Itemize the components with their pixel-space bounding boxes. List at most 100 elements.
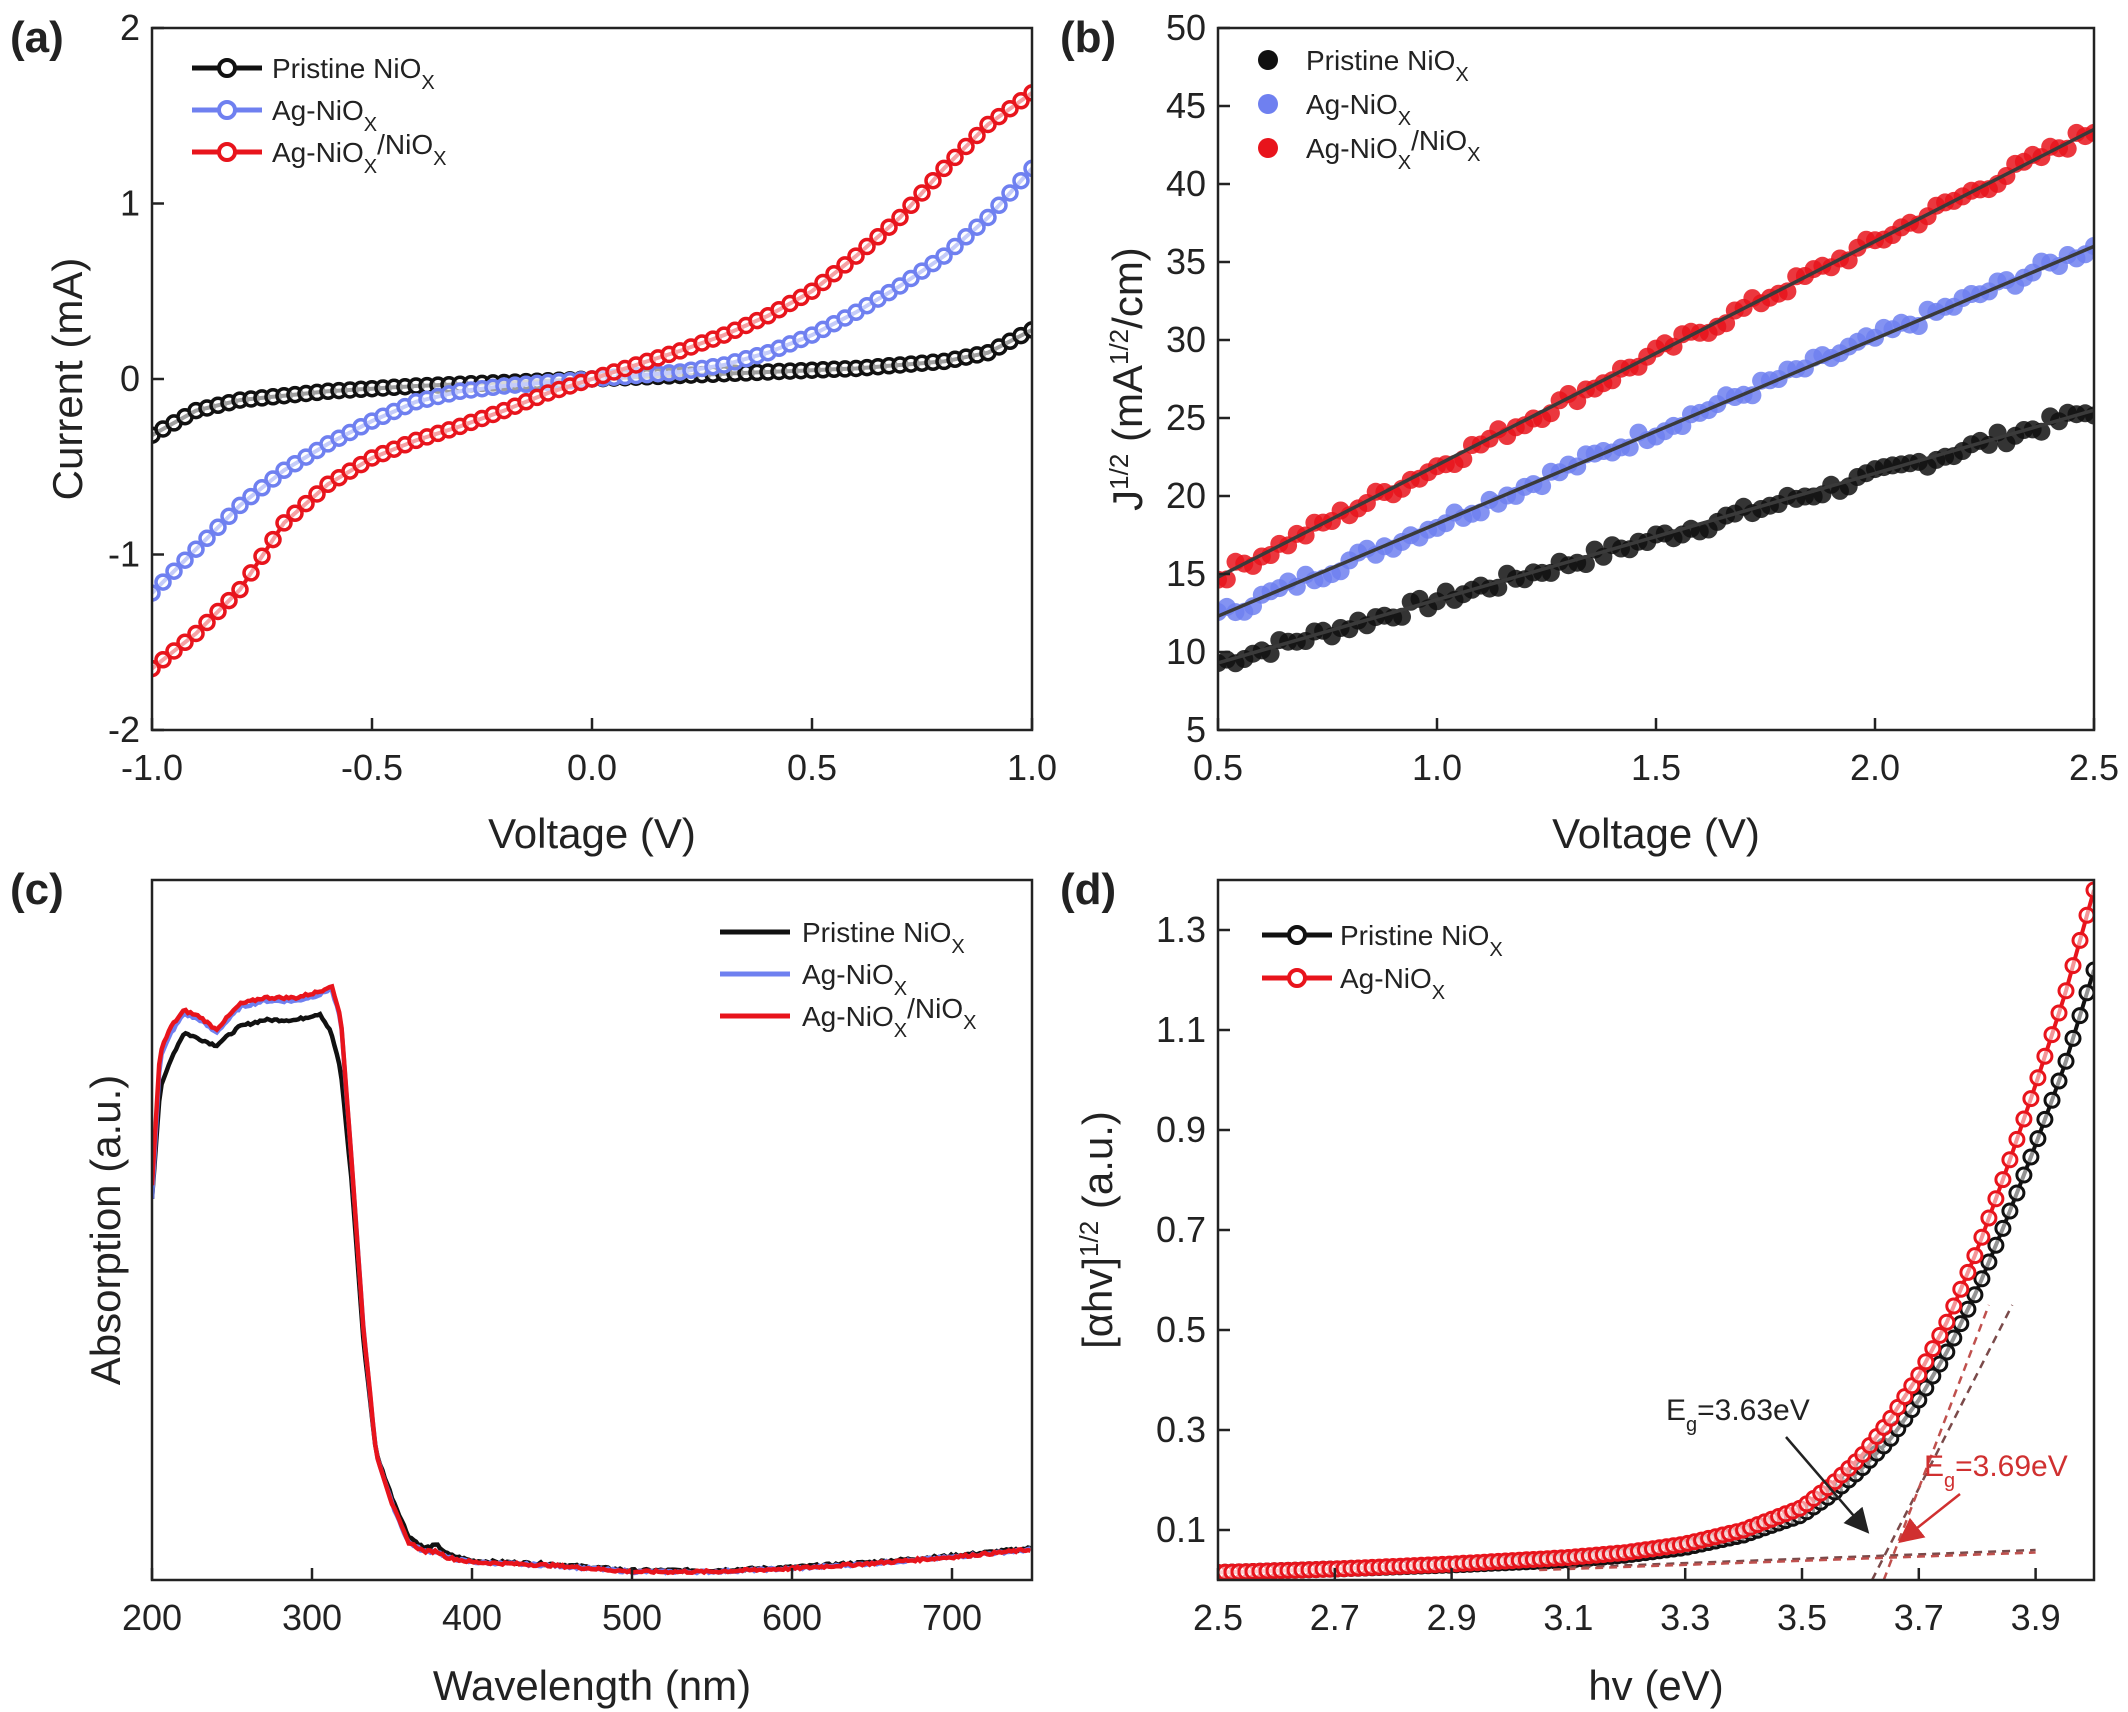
y-tick-label-a: 0 — [120, 358, 140, 399]
data-point-a-1 — [946, 237, 964, 256]
data-point-a-1 — [154, 573, 172, 591]
data-point-d-1 — [1945, 1297, 1963, 1315]
data-point-a-2 — [275, 514, 293, 532]
data-point-a-2 — [836, 256, 854, 274]
data-point-a-2 — [176, 633, 194, 652]
legend-b-agni-marker — [1258, 138, 1278, 158]
panel-label-c: (c) — [10, 865, 64, 914]
data-point-a-2 — [902, 196, 920, 215]
data-point-a-2 — [935, 159, 953, 178]
data-point-a-2 — [913, 184, 931, 202]
series-line-c-0 — [152, 1011, 1031, 1575]
data-point-a-2 — [154, 651, 172, 669]
data-point-a-2 — [880, 218, 898, 236]
data-point-d-0 — [2050, 1072, 2068, 1090]
data-point-d-0 — [1952, 1315, 1970, 1333]
data-point-d-0 — [2008, 1184, 2026, 1202]
y-tick-label-b: 45 — [1166, 85, 1206, 126]
data-point-a-1 — [209, 518, 227, 537]
x-tick-label-b: 1.0 — [1412, 747, 1462, 788]
data-point-a-2 — [946, 148, 964, 167]
data-point-a-2 — [264, 530, 282, 549]
panel-d-annotations: Eg=3.63eV Eg=3.69eV — [1666, 1394, 2068, 1544]
y-tick-label-b: 30 — [1166, 319, 1206, 360]
panel-b-series — [1218, 123, 2094, 673]
legend-b-ag-marker — [1258, 94, 1278, 114]
data-point-d-1 — [2015, 1110, 2033, 1128]
data-point-a-1 — [198, 529, 216, 548]
y-tick-label-d: 1.1 — [1156, 1009, 1206, 1050]
data-point-d-0 — [2022, 1148, 2040, 1166]
data-point-d-1 — [1924, 1340, 1942, 1358]
y-tick-label-b: 15 — [1166, 553, 1206, 594]
data-point-a-1 — [231, 496, 249, 515]
x-tick-label-a: 1.0 — [1007, 747, 1057, 788]
data-point-d-1 — [2029, 1069, 2047, 1087]
legend-b-agni-label: Ag-NiOX/NiOX — [1306, 125, 1480, 174]
x-tick-label-c: 600 — [762, 1597, 822, 1638]
data-point-a-1 — [979, 208, 997, 227]
baseline-dashed-pristine — [1568, 1548, 2036, 1569]
legend-b-ag-label: Ag-NiOX — [1306, 89, 1411, 130]
data-point-a-2 — [308, 485, 326, 503]
data-point-d-1 — [1931, 1326, 1949, 1344]
axis-title-c-x: Wavelength (nm) — [433, 1662, 751, 1709]
panel-label-d: (d) — [1060, 865, 1116, 914]
data-point-d-0 — [1980, 1253, 1998, 1271]
data-point-d-1 — [2064, 957, 2082, 975]
data-point-a-1 — [220, 507, 238, 526]
panel-c-series — [152, 983, 1032, 1576]
panel-b-legend: Pristine NiOX Ag-NiOX Ag-NiOX/NiOX — [1258, 45, 1480, 174]
data-point-d-1 — [1910, 1366, 1928, 1384]
panel-b: (b) 0.5 1.0 1.5 2.0 2.5 5 10 15 20 25 30 35 40 45 50 P… — [1060, 7, 2119, 857]
panel-a-legend: Pristine NiOX Ag-NiOX Ag-NiOX/NiOX — [192, 53, 446, 178]
data-point-a-2 — [286, 504, 304, 523]
y-tick-label-a: -1 — [108, 534, 140, 575]
data-point-a-2 — [891, 208, 909, 227]
baseline-dashed-ag — [1539, 1551, 2036, 1572]
data-point-d-1 — [1987, 1190, 2005, 1208]
legend-a-pristine-marker — [217, 58, 237, 78]
data-point-d-0 — [2078, 984, 2094, 1002]
data-point-a-1 — [242, 487, 260, 506]
x-tick-label-d: 2.9 — [1427, 1597, 1477, 1638]
data-point-d-1 — [1980, 1209, 1998, 1227]
data-point-a-2 — [814, 273, 832, 292]
y-tick-label-d: 0.1 — [1156, 1509, 1206, 1550]
data-point-d-0 — [1959, 1300, 1977, 1318]
panel-a: (a) -1.0 -0.5 0.0 0.5 1.0 -2 -1 0 1 2 Pristine Ni… — [10, 7, 1057, 857]
data-point-d-0 — [2057, 1052, 2075, 1070]
y-tick-label-d: 0.3 — [1156, 1409, 1206, 1450]
annotation-arrow-pristine — [1785, 1436, 1870, 1534]
data-point-d-1 — [2022, 1090, 2040, 1108]
data-point-d-0 — [2015, 1166, 2033, 1184]
panel-d-legend: Pristine NiOX Ag-NiOX — [1262, 920, 1503, 1004]
data-point-a-1 — [165, 562, 183, 580]
legend-d-ag-marker — [1287, 968, 1307, 988]
x-tick-label-a: -0.5 — [341, 747, 403, 788]
y-tick-label-a: 1 — [120, 183, 140, 224]
x-tick-label-d: 2.7 — [1310, 1597, 1360, 1638]
data-point-a-2 — [165, 642, 183, 660]
data-point-d-1 — [1938, 1313, 1956, 1331]
data-point-d-1 — [2043, 1026, 2061, 1044]
y-tick-label-d: 0.5 — [1156, 1309, 1206, 1350]
data-point-d-0 — [2071, 1007, 2089, 1025]
panel-b-ticks: 0.5 1.0 1.5 2.0 2.5 5 10 15 20 25 30 35 40 45 50 — [1166, 7, 2119, 788]
data-point-a-2 — [297, 494, 315, 513]
data-point-a-1 — [187, 540, 205, 558]
panel-a-series — [152, 84, 1032, 678]
annotation-eg-ag: Eg=3.69eV — [1924, 1450, 2068, 1492]
annotation-arrow-ag — [1898, 1493, 1961, 1544]
x-tick-label-a: 0.0 — [567, 747, 617, 788]
x-tick-label-d: 3.5 — [1777, 1597, 1827, 1638]
data-point-d-0 — [1938, 1343, 1956, 1361]
panel-label-a: (a) — [10, 13, 64, 62]
axis-title-a-y: Current (mA) — [44, 258, 91, 501]
fit-line-b-0 — [1218, 408, 2094, 665]
panel-c-frame — [150, 878, 1034, 1582]
y-tick-label-b: 25 — [1166, 397, 1206, 438]
legend-b-pristine-label: Pristine NiOX — [1306, 45, 1469, 86]
legend-c-pristine-label: Pristine NiOX — [802, 917, 965, 958]
x-tick-label-c: 700 — [922, 1597, 982, 1638]
